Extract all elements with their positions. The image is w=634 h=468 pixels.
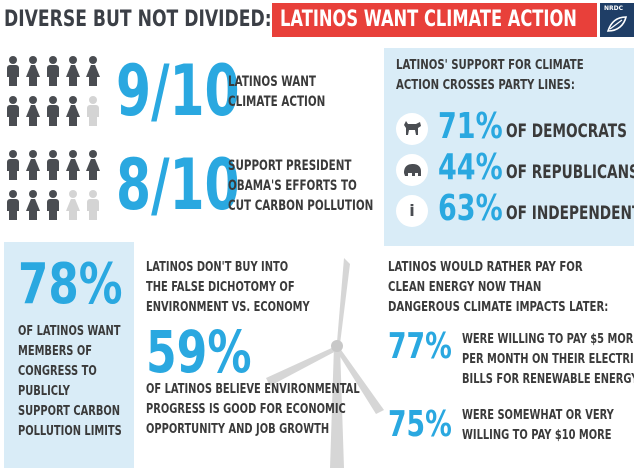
economy-intro: LATINOS DON'T BUY INTO THE FALSE DICHOTO… — [146, 258, 310, 318]
congress-line: MEMBERS OF — [18, 344, 93, 359]
title-part1: DIVERSE BUT NOT DIVIDED: — [4, 7, 272, 32]
pay-pct-75: 75% — [388, 404, 452, 445]
pay-text-75: WERE SOMEWHAT OR VERY WILLING TO PAY $10… — [462, 406, 614, 446]
congress-line: OF LATINOS WANT — [18, 324, 121, 339]
stat2-label-line: SUPPORT PRESIDENT — [228, 158, 352, 174]
party-row-republicans: 44% OF REPUBLICANS — [384, 147, 634, 191]
person-icon-filled — [6, 150, 20, 180]
logo-text: NRDC — [604, 5, 624, 12]
pay-title-line: DANGEROUS CLIMATE IMPACTS LATER: — [388, 300, 609, 315]
person-icon-filled — [66, 96, 80, 126]
person-icon-filled — [6, 96, 20, 126]
pay-title-line: LATINOS WOULD RATHER PAY FOR — [388, 260, 583, 275]
wind-turbine-icon — [266, 258, 384, 468]
person-icon-filled — [46, 56, 60, 86]
person-icon-filled — [86, 56, 100, 86]
party-row-democrats: 71% OF DEMOCRATS — [384, 106, 634, 150]
pay-line: BILLS FOR RENEWABLE ENERGY — [462, 372, 634, 387]
congress-panel: 78% OF LATINOS WANT MEMBERS OF CONGRESS … — [4, 242, 134, 468]
person-icon-filled — [46, 96, 60, 126]
stat1-label-line: LATINOS WANT — [228, 74, 317, 90]
independents-label: OF INDEPENDENTS — [506, 202, 634, 224]
economy-intro-line: ENVIRONMENT VS. ECONOMY — [146, 300, 310, 315]
person-icon-filled — [46, 190, 60, 220]
person-icon-filled — [46, 150, 60, 180]
party-title-line: LATINOS' SUPPORT FOR CLIMATE — [396, 58, 584, 73]
person-icon-filled — [26, 56, 40, 86]
pay-pct-77: 77% — [388, 326, 452, 367]
pay-line: PER MONTH ON THEIR ELECTRIC — [462, 352, 634, 367]
stat1-fraction: 9/10 — [116, 50, 240, 132]
congress-line: CONGRESS TO — [18, 364, 97, 379]
stat1-label-line: CLIMATE ACTION — [228, 94, 326, 110]
stat2-label-line: CUT CARBON POLLUTION — [228, 198, 374, 214]
economy-line: OF LATINOS BELIEVE ENVIRONMENTAL — [146, 382, 360, 397]
donkey-icon — [396, 113, 428, 145]
economy-intro-line: THE FALSE DICHOTOMY OF — [146, 280, 295, 295]
elephant-icon — [396, 154, 428, 186]
congress-line: SUPPORT CARBON — [18, 404, 121, 419]
economy-text: OF LATINOS BELIEVE ENVIRONMENTAL PROGRES… — [146, 380, 360, 440]
person-icon-filled — [26, 150, 40, 180]
congress-line: PUBLICLY — [18, 384, 70, 399]
header: DIVERSE BUT NOT DIVIDED: LATINOS WANT CL… — [0, 0, 634, 40]
party-row-independents: i 63% OF INDEPENDENTS — [384, 188, 634, 232]
democrats-pct: 71% — [438, 106, 503, 147]
person-icon-filled — [66, 56, 80, 86]
republicans-label: OF REPUBLICANS — [506, 161, 634, 183]
stat1-label: LATINOS WANT CLIMATE ACTION — [228, 72, 325, 112]
economy-pct: 59% — [146, 318, 252, 386]
independents-pct: 63% — [438, 188, 503, 229]
leaf-icon — [606, 16, 628, 32]
person-icon-filled — [26, 190, 40, 220]
title-right: LATINOS WANT CLIMATE ACTION — [272, 3, 597, 37]
economy-line: OPPORTUNITY AND JOB GROWTH — [146, 422, 330, 437]
person-icon-filled — [26, 96, 40, 126]
democrats-label: OF DEMOCRATS — [506, 120, 627, 142]
person-icon-empty — [66, 190, 80, 220]
pay-line: WILLING TO PAY $10 MORE — [462, 428, 612, 443]
person-icon-filled — [86, 150, 100, 180]
congress-pct: 78% — [18, 252, 123, 317]
nrdc-logo[interactable]: NRDC — [600, 3, 634, 37]
stat2-label: SUPPORT PRESIDENT OBAMA'S EFFORTS TO CUT… — [228, 156, 373, 216]
economy-line: PROGRESS IS GOOD FOR ECONOMIC — [146, 402, 346, 417]
person-icon-empty — [86, 190, 100, 220]
pay-line: WERE SOMEWHAT OR VERY — [462, 408, 614, 423]
economy-intro-line: LATINOS DON'T BUY INTO — [146, 260, 289, 275]
person-icon-filled — [6, 190, 20, 220]
person-icon-filled — [66, 150, 80, 180]
person-icon-empty — [86, 96, 100, 126]
party-support-panel: LATINOS' SUPPORT FOR CLIMATE ACTION CROS… — [384, 48, 634, 246]
pay-text-77: WERE WILLING TO PAY $5 MORE PER MONTH ON… — [462, 330, 634, 390]
congress-text: OF LATINOS WANT MEMBERS OF CONGRESS TO P… — [18, 322, 122, 442]
title-part2: LATINOS WANT CLIMATE ACTION — [280, 7, 577, 32]
pay-title: LATINOS WOULD RATHER PAY FOR CLEAN ENERG… — [388, 258, 608, 318]
info-icon: i — [396, 195, 428, 227]
republicans-pct: 44% — [438, 147, 503, 188]
party-title: LATINOS' SUPPORT FOR CLIMATE ACTION CROS… — [396, 56, 584, 96]
congress-line: POLLUTION LIMITS — [18, 424, 122, 439]
stat2-fraction: 8/10 — [116, 144, 240, 226]
pay-title-line: CLEAN ENERGY NOW THAN — [388, 280, 542, 295]
pay-line: WERE WILLING TO PAY $5 MORE — [462, 332, 634, 347]
title-left: DIVERSE BUT NOT DIVIDED: — [0, 3, 272, 37]
stat2-label-line: OBAMA'S EFFORTS TO — [228, 178, 357, 194]
person-icon-filled — [6, 56, 20, 86]
party-title-line: ACTION CROSSES PARTY LINES: — [396, 78, 575, 93]
